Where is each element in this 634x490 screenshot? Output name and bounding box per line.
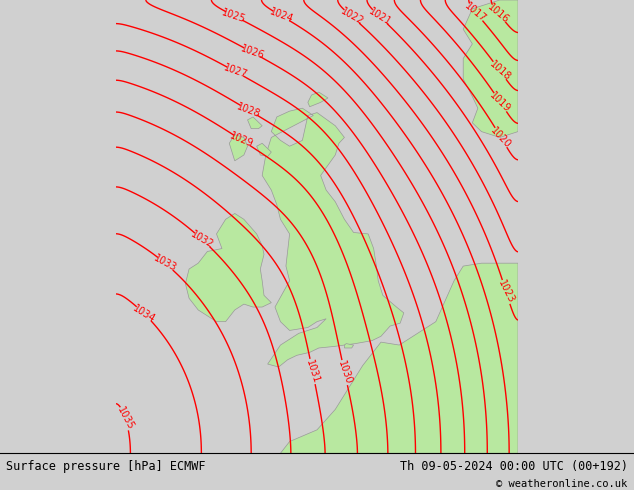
Text: 1032: 1032 [189,229,216,250]
Text: 1024: 1024 [268,7,295,25]
Text: Th 09-05-2024 00:00 UTC (00+192): Th 09-05-2024 00:00 UTC (00+192) [399,460,628,473]
Text: 1020: 1020 [489,125,513,150]
Text: 1035: 1035 [115,405,136,431]
Polygon shape [185,214,271,321]
Text: 1034: 1034 [131,303,157,324]
Text: 1028: 1028 [235,101,262,119]
Text: 1026: 1026 [239,44,266,61]
Text: 1029: 1029 [229,131,256,149]
Text: 1023: 1023 [496,279,516,305]
Text: 1021: 1021 [367,6,393,27]
Text: 1030: 1030 [336,359,353,386]
Text: 1022: 1022 [339,6,365,27]
Polygon shape [257,143,271,156]
Text: 1031: 1031 [304,358,321,385]
Text: 1018: 1018 [487,59,512,82]
Text: 1017: 1017 [463,1,488,24]
Text: Surface pressure [hPa] ECMWF: Surface pressure [hPa] ECMWF [6,460,206,473]
Polygon shape [463,0,518,137]
Text: © weatheronline.co.uk: © weatheronline.co.uk [496,479,628,489]
Polygon shape [262,108,404,367]
Polygon shape [230,135,247,161]
Text: 1027: 1027 [222,63,249,80]
Text: 1033: 1033 [152,253,179,274]
Text: 1016: 1016 [486,2,511,25]
Text: 1025: 1025 [221,7,247,24]
Text: 1019: 1019 [488,90,513,114]
Polygon shape [247,117,262,129]
Polygon shape [280,263,518,453]
Polygon shape [344,343,354,348]
Polygon shape [308,92,328,107]
